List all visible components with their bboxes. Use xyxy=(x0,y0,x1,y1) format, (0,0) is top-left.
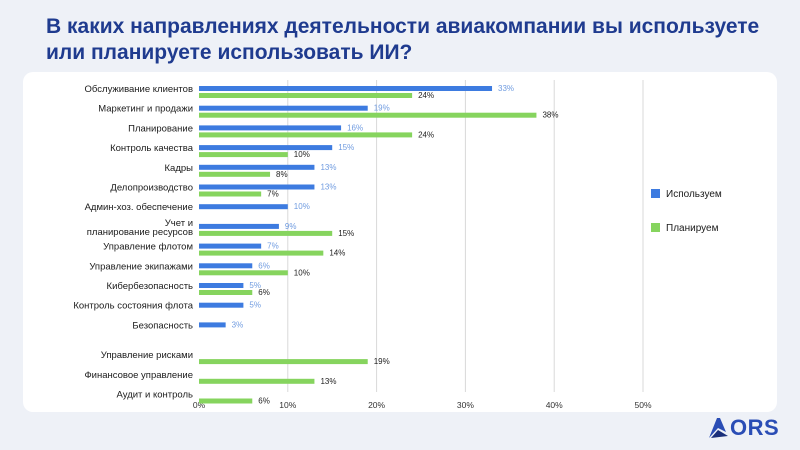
category-label: Управление рисками xyxy=(101,350,193,361)
x-tick-label: 0% xyxy=(193,400,206,410)
bar-uses xyxy=(199,204,288,210)
chart-card: 0% 10% 20% 30% 40% 50% Обслуживание клиентов Ма… xyxy=(23,72,777,412)
category-label: Аудит и контроль xyxy=(117,390,193,401)
data-label-uses: 13% xyxy=(320,183,336,192)
data-label-plans: 38% xyxy=(542,111,558,120)
data-label-uses: 6% xyxy=(258,261,270,270)
logo-text: ORS xyxy=(730,415,780,440)
data-label-plans: 10% xyxy=(294,268,310,277)
bar-plans xyxy=(199,171,271,177)
data-label-uses: 16% xyxy=(347,123,363,132)
bar-uses xyxy=(199,86,493,91)
bar-uses xyxy=(199,302,244,308)
data-label-plans: 19% xyxy=(374,357,390,366)
data-label-uses: 33% xyxy=(498,84,514,93)
legend-label: Планируем xyxy=(666,223,719,234)
bar-plans xyxy=(199,230,333,236)
x-tick-label: 30% xyxy=(457,400,474,410)
bar-uses xyxy=(199,322,226,328)
category-label: Финансовое управление xyxy=(84,370,193,381)
bar-uses xyxy=(199,243,262,249)
bar-plans xyxy=(199,290,253,295)
data-label-plans: 10% xyxy=(294,150,310,159)
data-label-uses: 3% xyxy=(232,320,244,329)
category-label: Контроль состояния флота xyxy=(73,301,193,312)
legend-swatch xyxy=(651,189,660,198)
bar-plans xyxy=(199,398,253,404)
bar-uses xyxy=(199,164,315,170)
bar-uses xyxy=(199,125,342,131)
bar-plans xyxy=(199,270,288,276)
category-label: Учет и планирование ресурсов xyxy=(87,218,193,238)
x-tick-label: 40% xyxy=(546,400,563,410)
data-label-uses: 10% xyxy=(294,202,310,211)
category-label: Безопасность xyxy=(132,320,193,331)
data-label-uses: 13% xyxy=(320,163,336,172)
bar-plans xyxy=(199,359,368,365)
data-label-plans: 24% xyxy=(418,130,434,139)
category-label: Обслуживание клиентов xyxy=(85,84,193,95)
category-label: Делопроизводство xyxy=(110,183,193,194)
category-label: Маркетинг и продажи xyxy=(98,104,193,115)
bar-uses xyxy=(199,263,253,269)
data-label-plans: 7% xyxy=(267,190,279,199)
bar-chart: 0% 10% 20% 30% 40% 50% Обслуживание клиентов Ма… xyxy=(73,80,722,410)
bar-plans xyxy=(199,132,413,138)
x-tick-label: 50% xyxy=(634,400,651,410)
category-label: Кадры xyxy=(165,163,194,174)
chart-title: В каких направлениях деятельности авиако… xyxy=(46,15,760,64)
data-label-uses: 19% xyxy=(374,104,390,113)
x-tick-label: 10% xyxy=(279,400,296,410)
bar-plans xyxy=(199,152,288,158)
bar-uses xyxy=(199,105,368,111)
data-label-uses: 7% xyxy=(267,242,279,251)
bar-plans xyxy=(199,112,537,118)
data-label-plans: 14% xyxy=(329,249,345,258)
category-label: Планирование xyxy=(128,123,193,134)
data-label-plans: 15% xyxy=(338,229,354,238)
bar-uses xyxy=(199,223,279,229)
data-label-plans: 8% xyxy=(276,170,288,179)
data-label-uses: 15% xyxy=(338,143,354,152)
bar-plans xyxy=(199,250,324,256)
x-tick-label: 20% xyxy=(368,400,385,410)
data-label-plans: 13% xyxy=(320,377,336,386)
category-label: Контроль качества xyxy=(110,143,194,154)
bar-plans xyxy=(199,378,315,384)
data-label-uses: 9% xyxy=(285,222,297,231)
ors-logo: ORS xyxy=(706,414,786,442)
bar-uses xyxy=(199,283,244,288)
data-label-plans: 6% xyxy=(258,397,270,406)
data-label-plans: 24% xyxy=(418,91,434,100)
bar-uses xyxy=(199,184,315,190)
logo-mark-icon xyxy=(709,418,728,438)
category-label: Управление экипажами xyxy=(89,261,193,272)
bar-plans xyxy=(199,93,413,98)
data-label-uses: 5% xyxy=(249,281,261,290)
data-label-plans: 6% xyxy=(258,288,270,297)
legend-label: Используем xyxy=(666,189,722,200)
data-label-uses: 5% xyxy=(249,301,261,310)
legend-swatch xyxy=(651,223,660,232)
category-label: Управление флотом xyxy=(103,242,193,253)
category-label: Кибербезопасность xyxy=(107,281,193,292)
bar-plans xyxy=(199,191,262,197)
bar-uses xyxy=(199,145,333,151)
category-label: Админ-хоз. обеспечение xyxy=(85,202,193,213)
